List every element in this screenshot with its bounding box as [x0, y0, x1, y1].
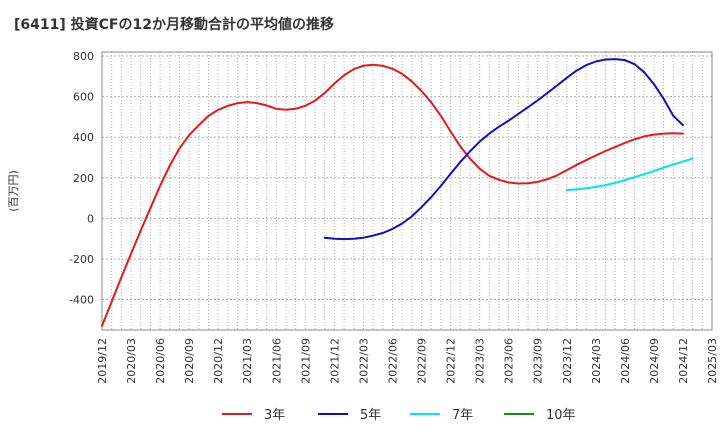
x-tick-label: 2022/09	[416, 338, 429, 384]
x-tick-label: 2022/12	[445, 338, 458, 384]
y-axis-label: (百万円)	[7, 170, 20, 212]
y-tick-label: 800	[73, 50, 94, 63]
vertical-grid	[111, 52, 703, 330]
legend-label: 10年	[546, 408, 576, 423]
x-tick-label: 2023/09	[532, 338, 545, 384]
x-tick-label: 2021/12	[328, 338, 341, 384]
y-tick-label: -400	[69, 294, 94, 307]
x-tick-label: 2024/09	[648, 338, 661, 384]
x-tick-label: 2024/03	[590, 338, 603, 384]
horizontal-grid	[102, 55, 712, 301]
x-tick-label: 2022/06	[386, 338, 399, 384]
x-tick-label: 2019/12	[96, 338, 109, 384]
series-line-3年	[101, 63, 684, 327]
y-tick-label: 200	[73, 172, 94, 185]
y-tick-label: 400	[73, 131, 94, 144]
y-tick-label: -200	[69, 253, 94, 266]
series-line-5年	[323, 58, 684, 241]
legend-label: 3年	[264, 408, 285, 423]
legend-label: 5年	[360, 408, 381, 423]
x-tick-label: 2024/06	[619, 338, 632, 384]
series-line-7年	[565, 157, 694, 191]
x-tick-label: 2021/03	[241, 338, 254, 384]
y-tick-label: 0	[87, 212, 94, 225]
plot-frame	[101, 51, 713, 331]
x-tick-label: 2025/03	[706, 338, 719, 384]
x-tick-label: 2023/06	[503, 338, 516, 384]
x-tick-label: 2024/12	[677, 338, 690, 384]
x-tick-label: 2021/09	[299, 338, 312, 384]
chart-title: [6411] 投資CFの12か月移動合計の平均値の推移	[14, 17, 334, 33]
x-tick-label: 2020/03	[125, 338, 138, 384]
x-tick-label: 2023/12	[561, 338, 574, 384]
x-tick-label: 2023/03	[474, 338, 487, 384]
x-tick-label: 2020/06	[154, 338, 167, 384]
x-tick-label: 2020/12	[212, 338, 225, 384]
x-tick-label: 2020/09	[183, 338, 196, 384]
x-tick-label: 2021/06	[270, 338, 283, 384]
y-tick-label: 600	[73, 91, 94, 104]
x-tick-label: 2022/03	[357, 338, 370, 384]
legend-label: 7年	[452, 408, 473, 423]
legend: 3年 5年 7年 10年	[222, 408, 576, 423]
